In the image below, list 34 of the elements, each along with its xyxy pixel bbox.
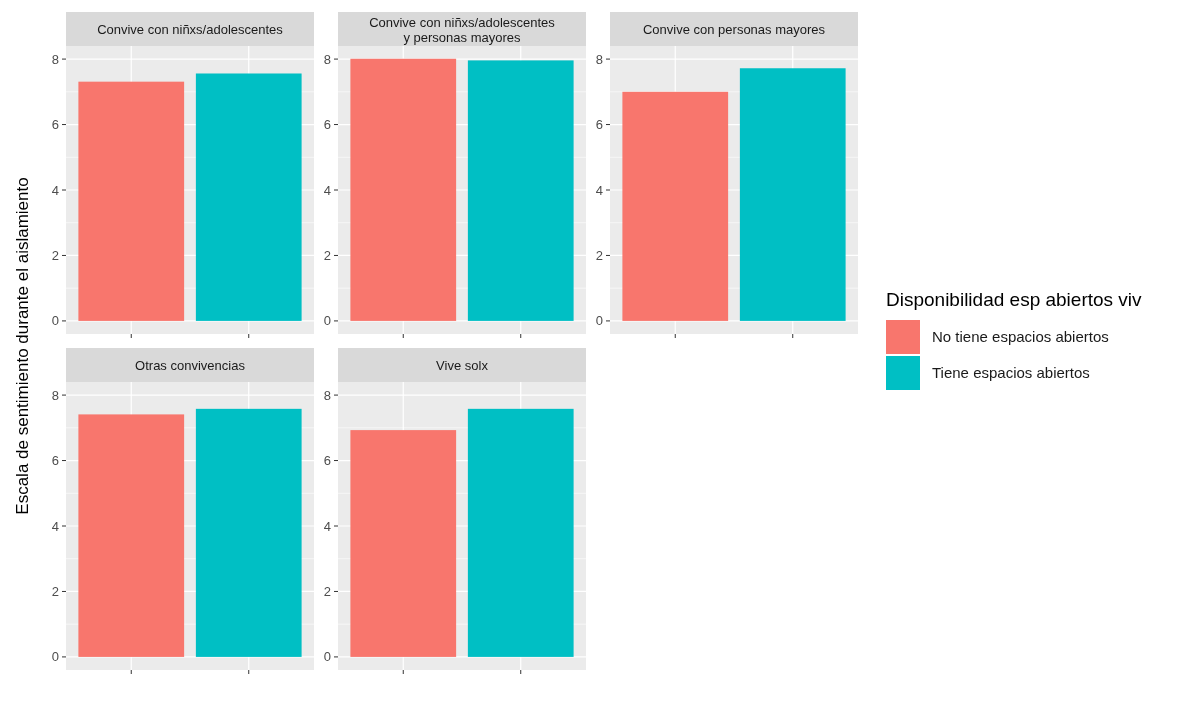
- y-tick-label: 8: [323, 51, 331, 67]
- y-tick-label: 4: [323, 182, 331, 198]
- y-tick-label: 2: [51, 248, 59, 263]
- y-tick-label: 8: [51, 51, 59, 67]
- y-tick-label: 0: [595, 313, 603, 329]
- y-tick-label: 0: [323, 649, 331, 665]
- y-tick-label: 6: [595, 117, 603, 133]
- y-tick-label: 2: [51, 584, 59, 599]
- legend-label: No tiene espacios abiertos: [932, 328, 1109, 346]
- y-tick-label: 8: [51, 387, 59, 403]
- y-tick-label: 6: [51, 117, 59, 133]
- y-tick-label: 0: [51, 649, 59, 665]
- y-tick-label: 8: [323, 387, 331, 403]
- y-axis-title: Escala de sentimiento durante el aislamiento: [13, 177, 32, 515]
- legend-title: Disponibilidad esp abiertos viv: [886, 289, 1143, 310]
- y-tick-label: 4: [51, 518, 59, 534]
- y-tick-label: 0: [51, 313, 59, 329]
- chart-title: Convive con personas mayores: [642, 22, 826, 37]
- chart-title: Convive con niñxs/adolescentes y personas mayores: [369, 15, 556, 45]
- legend-label: Tiene espacios abiertos: [932, 364, 1090, 382]
- y-tick-label: 4: [323, 518, 331, 534]
- y-tick-label: 6: [323, 117, 331, 133]
- y-tick-label: 4: [595, 182, 603, 198]
- y-tick-label: 6: [323, 453, 331, 469]
- y-tick-label: 2: [595, 248, 603, 263]
- y-tick-label: 4: [51, 182, 59, 198]
- y-tick-label: 0: [323, 313, 331, 329]
- y-tick-label: 8: [595, 51, 603, 67]
- y-tick-label: 2: [323, 248, 331, 263]
- chart-title: Vive solx: [436, 358, 489, 373]
- chart-title: Convive con niñxs/adolescentes: [97, 22, 284, 37]
- chart-title: Otras convivencias: [135, 358, 246, 373]
- y-tick-label: 6: [51, 453, 59, 469]
- y-tick-label: 2: [323, 584, 331, 599]
